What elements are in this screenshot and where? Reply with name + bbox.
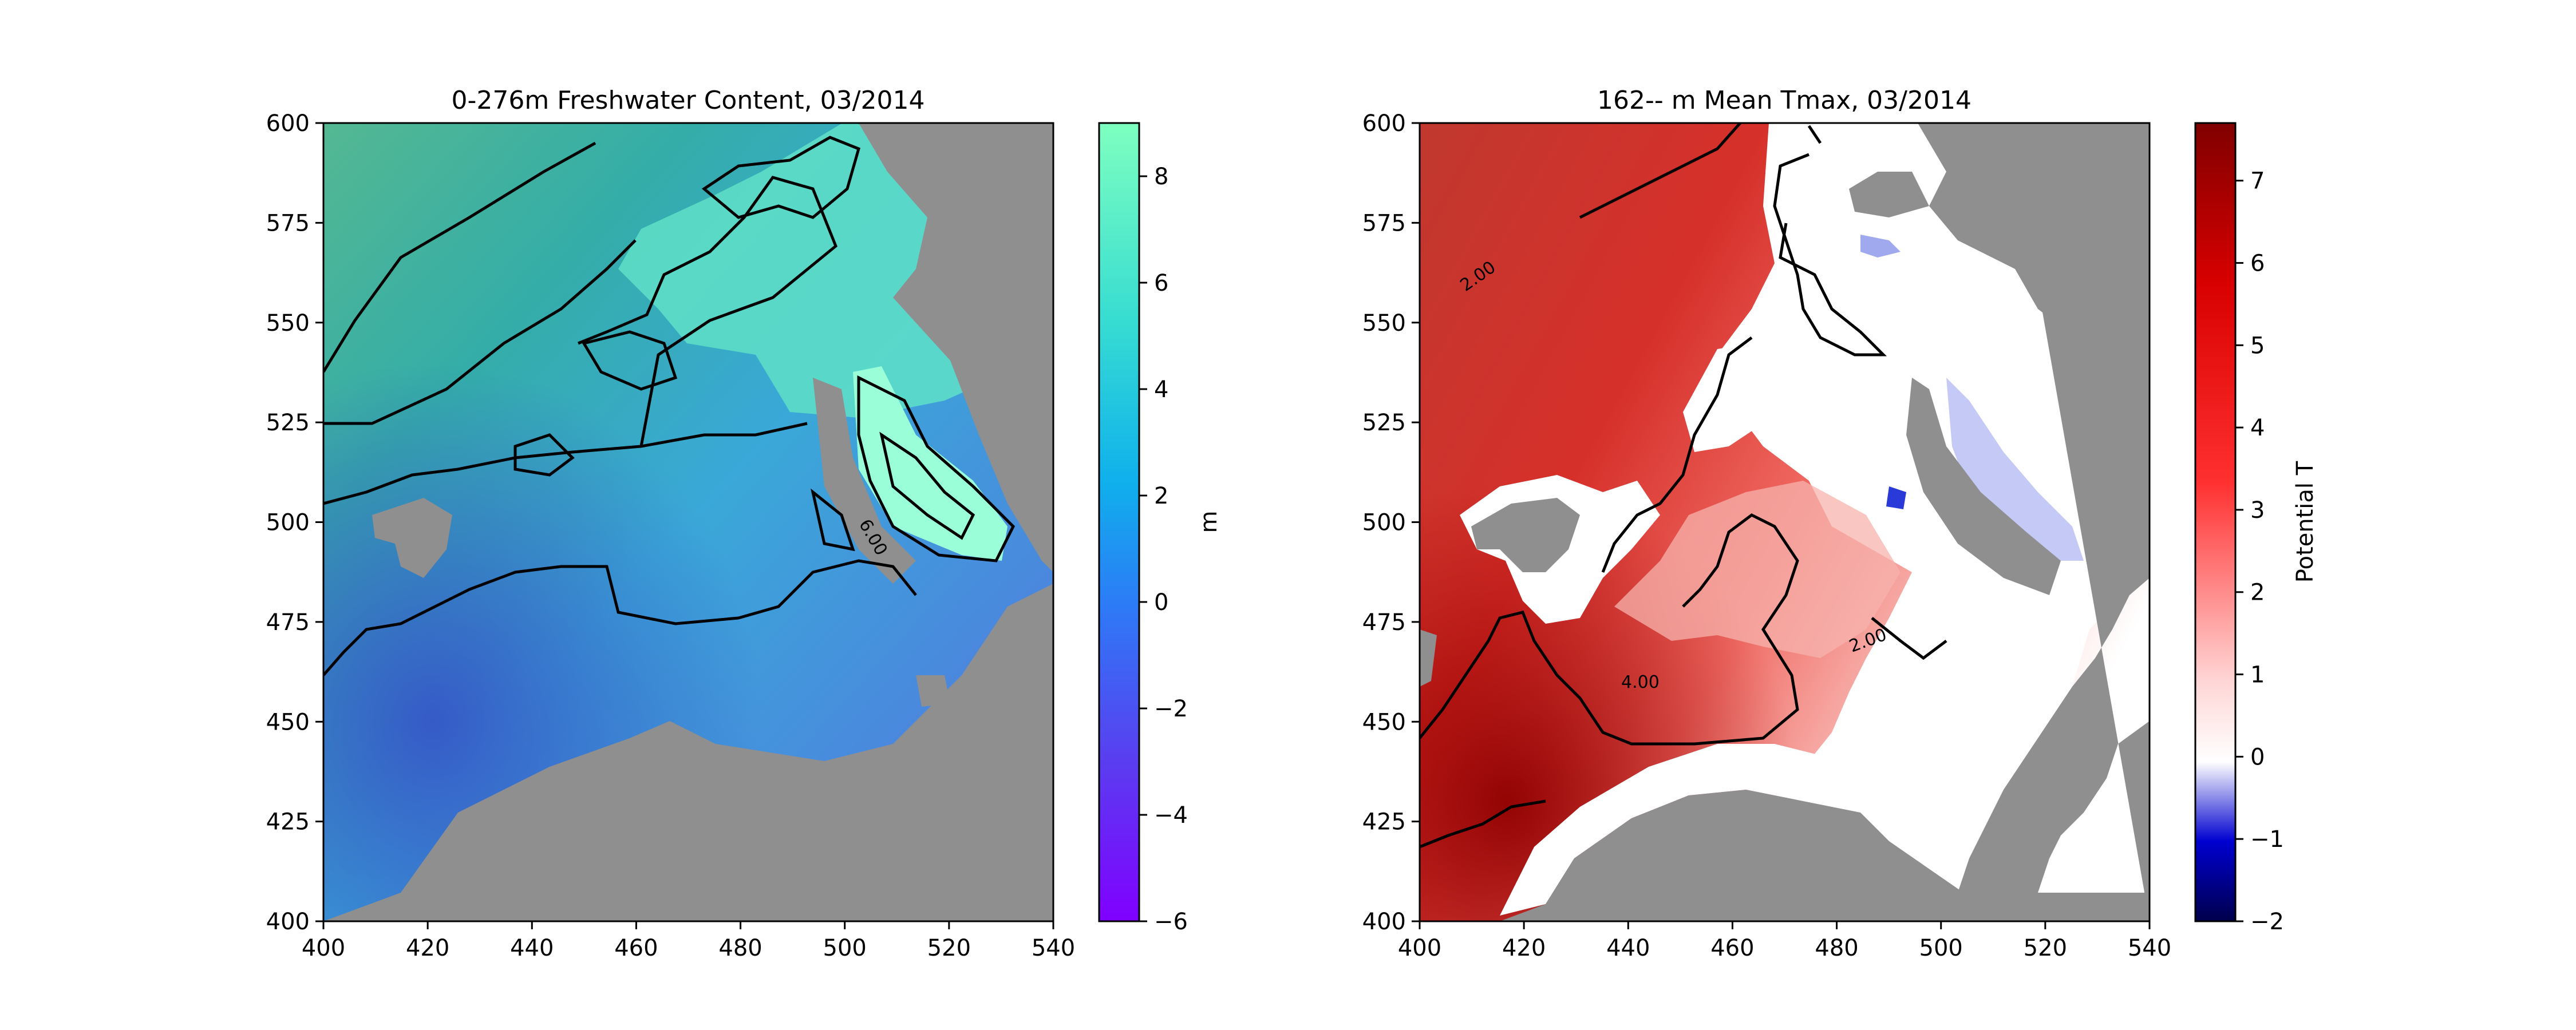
left-cb-tick-label: 6	[1154, 270, 1168, 296]
right-cb-tick-label: 3	[2250, 497, 2265, 524]
left-y-tick-label: 425	[266, 809, 310, 835]
right-y-tick-label: 425	[1362, 809, 1406, 835]
left-y-tick-label: 550	[266, 310, 310, 336]
left-y-tick-label: 600	[266, 110, 310, 137]
left-x-tick-label: 440	[510, 935, 554, 961]
left-cb-tick-label: −6	[1154, 909, 1188, 935]
right-cb-tick-label: 2	[2250, 580, 2265, 606]
right-x-tick-label: 500	[1919, 935, 1963, 961]
right-cb-tick-label: 0	[2250, 744, 2265, 770]
freshwater-field: 6.00	[323, 123, 1053, 921]
right-cb-tick-label: −1	[2250, 826, 2284, 853]
right-cb-tick-label: 5	[2250, 332, 2265, 359]
left-cb-tick-label: 4	[1154, 377, 1168, 403]
cold-region-east	[1717, 123, 2150, 893]
land-east-right	[1958, 240, 2150, 921]
right-y-tick-label: 550	[1362, 310, 1406, 336]
right-cb-tick-label: 6	[2250, 250, 2265, 276]
left-chart-title: 0-276m Freshwater Content, 03/2014	[452, 86, 925, 115]
right-x-tick-label: 520	[2024, 935, 2067, 961]
right-x-axis: 400 420 440 460 480 500 520 540	[1398, 921, 2171, 961]
contour-label-t2: 4.00	[1621, 672, 1660, 692]
land-baffin-island	[813, 378, 916, 584]
left-x-tick-label: 400	[302, 935, 345, 961]
cold-blue-patch-3	[1886, 486, 1906, 509]
land-south	[323, 584, 1053, 921]
left-colorbar-label: m	[1196, 511, 1222, 533]
left-y-axis: 400 425 450 475 500 525 550 575 600	[266, 110, 323, 935]
right-cb-tick-label: −2	[2250, 909, 2284, 935]
right-cb-tick-label: 7	[2250, 168, 2265, 195]
land-islet-right	[1849, 172, 1929, 217]
land-greenland	[859, 123, 1053, 572]
right-colorbar-label: Potential T	[2292, 461, 2318, 583]
cold-blue-patch-4	[1860, 235, 1901, 258]
right-y-tick-label: 400	[1362, 909, 1406, 935]
right-x-tick-label: 540	[2128, 935, 2171, 961]
right-cb-tick-label: 4	[2250, 415, 2265, 441]
land-small-island-2	[916, 675, 950, 707]
left-cb-tick-label: 8	[1154, 164, 1168, 190]
temperature-panel: 162-- m Mean Tmax, 03/2014	[1362, 86, 2172, 961]
freshwater-contours	[323, 136, 1016, 676]
left-y-tick-label: 450	[266, 709, 310, 735]
left-cb-tick-label: 0	[1154, 589, 1168, 616]
right-x-tick-label: 480	[1815, 935, 1858, 961]
left-colorbar: −6 −4 −2 0 2 4 6 8 m	[1098, 122, 1222, 935]
right-y-axis: 400 425 450 475 500 525 550 575 600	[1362, 110, 1420, 935]
right-y-tick-label: 600	[1362, 110, 1406, 137]
land-small-island	[372, 498, 452, 578]
left-cb-tick-label: −4	[1154, 802, 1188, 829]
cold-region-south	[1500, 744, 1889, 916]
right-y-tick-label: 450	[1362, 709, 1406, 735]
left-y-tick-label: 575	[266, 210, 310, 236]
left-x-tick-label: 540	[1032, 935, 1075, 961]
left-x-tick-label: 420	[406, 935, 449, 961]
cold-region-mid	[1683, 343, 1775, 452]
right-colorbar: −2 −1 0 1 2 3 4 5 6 7 Potential T	[2194, 122, 2318, 935]
left-cb-tick-label: 2	[1154, 483, 1168, 509]
left-y-tick-label: 400	[266, 909, 310, 935]
left-x-axis: 400 420 440 460 480 500 520 540	[302, 921, 1075, 961]
land-baffin-right	[1906, 378, 2061, 595]
right-y-tick-label: 525	[1362, 410, 1406, 436]
right-x-tick-label: 460	[1710, 935, 1754, 961]
right-y-tick-label: 475	[1362, 609, 1406, 636]
left-y-tick-label: 500	[266, 510, 310, 536]
left-y-tick-label: 525	[266, 410, 310, 436]
right-y-tick-label: 575	[1362, 210, 1406, 236]
left-y-tick-label: 475	[266, 609, 310, 636]
left-x-tick-label: 460	[614, 935, 658, 961]
left-x-tick-label: 520	[927, 935, 971, 961]
land-island-right	[1471, 498, 1580, 572]
freshwater-panel: 0-276m Freshwater Content, 03/2014	[266, 86, 1076, 961]
temperature-contours	[1420, 123, 1947, 849]
right-x-tick-label: 400	[1398, 935, 1441, 961]
left-x-tick-label: 500	[823, 935, 867, 961]
temperature-field: 2.00 4.00 2.00	[1420, 123, 2150, 921]
land-sw-right	[1420, 629, 1437, 687]
right-y-tick-label: 500	[1362, 510, 1406, 536]
right-x-tick-label: 420	[1502, 935, 1546, 961]
right-chart-title: 162-- m Mean Tmax, 03/2014	[1597, 86, 1971, 115]
right-cb-tick-label: 1	[2250, 662, 2265, 688]
right-x-tick-label: 440	[1606, 935, 1650, 961]
cold-blue-patch-1	[1946, 378, 2084, 561]
left-x-tick-label: 480	[718, 935, 762, 961]
left-cb-tick-label: −2	[1154, 696, 1188, 722]
land-south-right	[1500, 790, 2150, 921]
